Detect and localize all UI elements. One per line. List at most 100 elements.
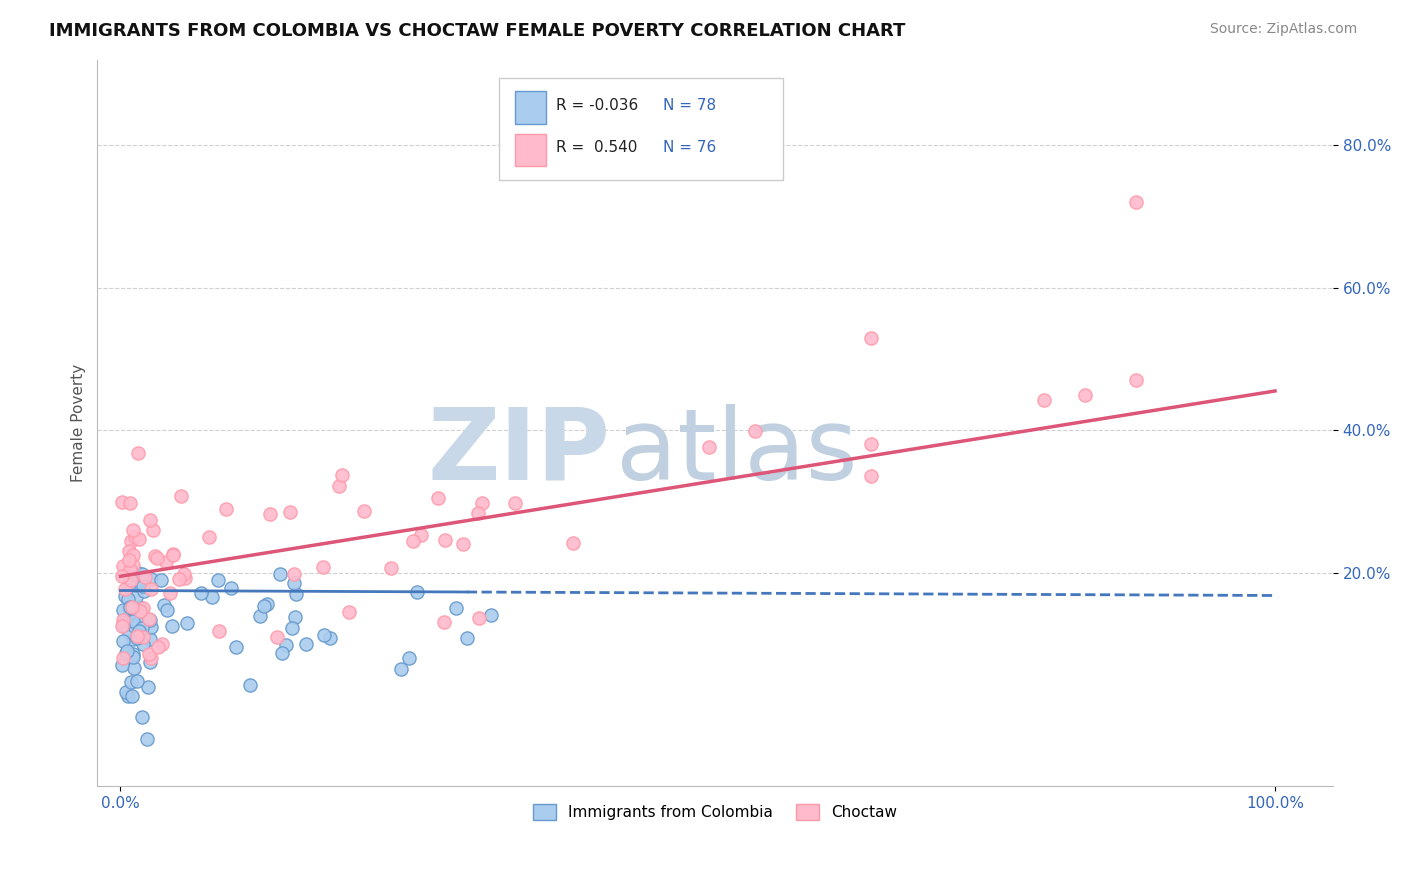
Point <box>505 496 527 510</box>
Point <box>122 600 145 615</box>
Point <box>173 571 195 585</box>
Text: IMMIGRANTS FROM COLOMBIA VS CHOCTAW FEMALE POVERTY CORRELATION CHART: IMMIGRANTS FROM COLOMBIA VS CHOCTAW FEMA… <box>49 22 905 40</box>
Text: atlas: atlas <box>616 403 858 500</box>
Point <box>114 582 136 596</box>
Point <box>219 581 242 595</box>
Point <box>131 621 153 635</box>
Point <box>859 469 882 483</box>
Point <box>118 600 141 615</box>
Point <box>859 437 882 451</box>
Point <box>284 610 307 624</box>
Point <box>120 599 142 614</box>
Point <box>162 548 184 562</box>
Point <box>295 637 318 651</box>
Point <box>125 631 148 645</box>
Point <box>1074 388 1097 402</box>
Point <box>111 651 134 665</box>
Point <box>122 523 145 537</box>
Point <box>111 633 134 648</box>
Bar <box>515 134 546 167</box>
Text: N = 76: N = 76 <box>664 140 717 155</box>
Point <box>339 605 361 619</box>
Point <box>170 489 193 503</box>
Point <box>1033 393 1056 408</box>
Point <box>122 632 145 646</box>
Point <box>115 685 138 699</box>
Point <box>156 603 179 617</box>
Point <box>319 632 342 646</box>
Point <box>122 548 145 562</box>
Text: R =  0.540: R = 0.540 <box>555 140 637 155</box>
Point <box>380 561 402 575</box>
Point <box>127 616 149 631</box>
Point <box>467 506 489 520</box>
Point <box>353 504 375 518</box>
Point <box>150 637 173 651</box>
Point <box>121 600 143 615</box>
Point <box>139 632 162 646</box>
Point <box>118 544 141 558</box>
Point <box>128 624 150 638</box>
Point <box>139 655 162 669</box>
Point <box>114 613 136 627</box>
Point <box>139 572 162 586</box>
Point <box>173 567 195 582</box>
Point <box>114 589 136 603</box>
Legend: Immigrants from Colombia, Choctaw: Immigrants from Colombia, Choctaw <box>527 797 903 826</box>
Point <box>117 591 139 606</box>
Point <box>111 559 134 574</box>
Point <box>125 578 148 592</box>
Point <box>332 467 354 482</box>
Point <box>149 574 172 588</box>
Point <box>468 611 491 625</box>
Point <box>249 608 271 623</box>
Point <box>276 638 298 652</box>
Point <box>143 549 166 563</box>
Point <box>328 479 350 493</box>
Point <box>131 710 153 724</box>
Y-axis label: Female Poverty: Female Poverty <box>72 364 86 483</box>
Point <box>1125 373 1147 387</box>
Point <box>121 600 143 615</box>
Point <box>201 590 224 604</box>
Point <box>398 651 420 665</box>
Point <box>127 673 149 688</box>
Point <box>311 560 333 574</box>
Point <box>446 601 468 615</box>
Point <box>142 523 165 537</box>
Point <box>121 573 143 587</box>
Point <box>118 495 141 509</box>
Text: Source: ZipAtlas.com: Source: ZipAtlas.com <box>1209 22 1357 37</box>
Point <box>145 551 167 566</box>
Text: ZIP: ZIP <box>427 403 610 500</box>
Point <box>153 598 176 612</box>
Point <box>471 496 494 510</box>
Point <box>129 604 152 618</box>
Point <box>139 613 162 627</box>
Point <box>139 513 162 527</box>
Point <box>169 572 191 586</box>
Point <box>160 619 183 633</box>
Point <box>256 597 278 611</box>
Point <box>481 608 503 623</box>
Point <box>120 614 142 628</box>
Point <box>215 501 238 516</box>
Point <box>139 582 162 597</box>
Point <box>115 644 138 658</box>
Point <box>121 690 143 704</box>
Point <box>111 495 134 509</box>
Point <box>159 586 181 600</box>
Point <box>118 625 141 640</box>
Point <box>138 611 160 625</box>
Point <box>122 647 145 661</box>
Bar <box>515 91 546 124</box>
Point <box>389 662 412 676</box>
Point <box>225 640 247 655</box>
Text: N = 78: N = 78 <box>664 98 716 112</box>
Point <box>208 624 231 638</box>
Point <box>122 614 145 628</box>
Point <box>561 535 583 549</box>
Point <box>1125 195 1147 210</box>
Point <box>266 630 288 644</box>
Point <box>134 570 156 584</box>
